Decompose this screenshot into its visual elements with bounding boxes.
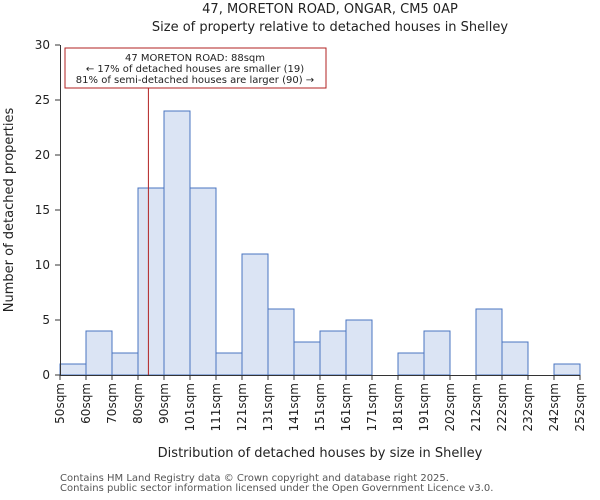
bar-60sqm	[85, 330, 113, 376]
x-tick-label: 151sqm	[313, 383, 327, 431]
bar-group	[59, 110, 581, 376]
bar-161sqm	[345, 319, 373, 376]
annotation-rect	[64, 47, 327, 89]
footer-line-1: Contains HM Land Registry data © Crown c…	[60, 473, 449, 484]
x-tick-label: 80sqm	[131, 383, 145, 424]
x-tick-label: 121sqm	[235, 383, 249, 431]
bar-181sqm	[397, 352, 425, 376]
bar-141sqm	[293, 341, 321, 376]
x-tick-label: 191sqm	[417, 383, 431, 431]
bar-222sqm	[501, 341, 529, 376]
x-axis-label: Distribution of detached houses by size …	[158, 446, 483, 461]
annotation-line-1: 47 MORETON ROAD: 88sqm	[125, 53, 265, 64]
bar-242sqm	[553, 363, 581, 376]
x-tick-label: 232sqm	[521, 383, 535, 431]
bar-80sqm	[137, 187, 165, 376]
y-tick-label: 20	[35, 148, 50, 162]
x-tick-label: 111sqm	[209, 383, 223, 431]
x-axis-ticks: 50sqm 60sqm 70sqm 80sqm 90sqm 101sqm 111sqm 121…	[53, 375, 587, 431]
chart-title: 47, MORETON ROAD, ONGAR, CM5 0AP	[202, 2, 458, 17]
x-tick-label: 171sqm	[365, 383, 379, 431]
y-axis-ticks: 0 5 10 15 20 25 30	[35, 38, 60, 382]
y-tick-label: 10	[35, 258, 50, 272]
y-tick-label: 30	[35, 38, 50, 52]
bar-50sqm	[59, 363, 87, 376]
bar-191sqm	[423, 330, 451, 376]
x-tick-label: 212sqm	[469, 383, 483, 431]
bar-90sqm	[163, 110, 191, 376]
y-tick-label: 15	[35, 203, 50, 217]
x-tick-label: 242sqm	[547, 383, 561, 431]
chart-subtitle: Size of property relative to detached ho…	[152, 20, 508, 35]
x-tick-label: 181sqm	[391, 383, 405, 431]
x-tick-label: 222sqm	[495, 383, 509, 431]
bar-70sqm	[111, 352, 139, 376]
y-tick-label: 5	[42, 313, 50, 327]
x-tick-label: 141sqm	[287, 383, 301, 431]
annotation-line-3: 81% of semi-detached houses are larger (…	[76, 75, 314, 86]
x-tick-label: 60sqm	[79, 383, 93, 424]
bar-121sqm	[241, 253, 269, 376]
x-tick-label: 131sqm	[261, 383, 275, 431]
x-tick-label: 101sqm	[183, 383, 197, 431]
x-tick-label: 161sqm	[339, 383, 353, 431]
bar-111sqm	[215, 352, 243, 376]
x-tick-label: 202sqm	[443, 383, 457, 431]
bar-101sqm	[189, 187, 217, 376]
footer-line-2: Contains public sector information licen…	[60, 483, 494, 494]
x-tick-label: 252sqm	[573, 383, 587, 431]
x-tick-label: 70sqm	[105, 383, 119, 424]
annotation-box: 47 MORETON ROAD: 88sqm ← 17% of detached…	[64, 47, 327, 89]
y-axis-label: Number of detached properties	[2, 108, 17, 313]
bar-151sqm	[319, 330, 347, 376]
x-tick-label: 90sqm	[157, 383, 171, 424]
annotation-line-2: ← 17% of detached houses are smaller (19…	[86, 64, 304, 75]
bar-131sqm	[267, 308, 295, 376]
x-tick-label: 50sqm	[53, 383, 67, 424]
bar-212sqm	[475, 308, 503, 376]
y-tick-label: 0	[42, 368, 50, 382]
y-tick-label: 25	[35, 93, 50, 107]
